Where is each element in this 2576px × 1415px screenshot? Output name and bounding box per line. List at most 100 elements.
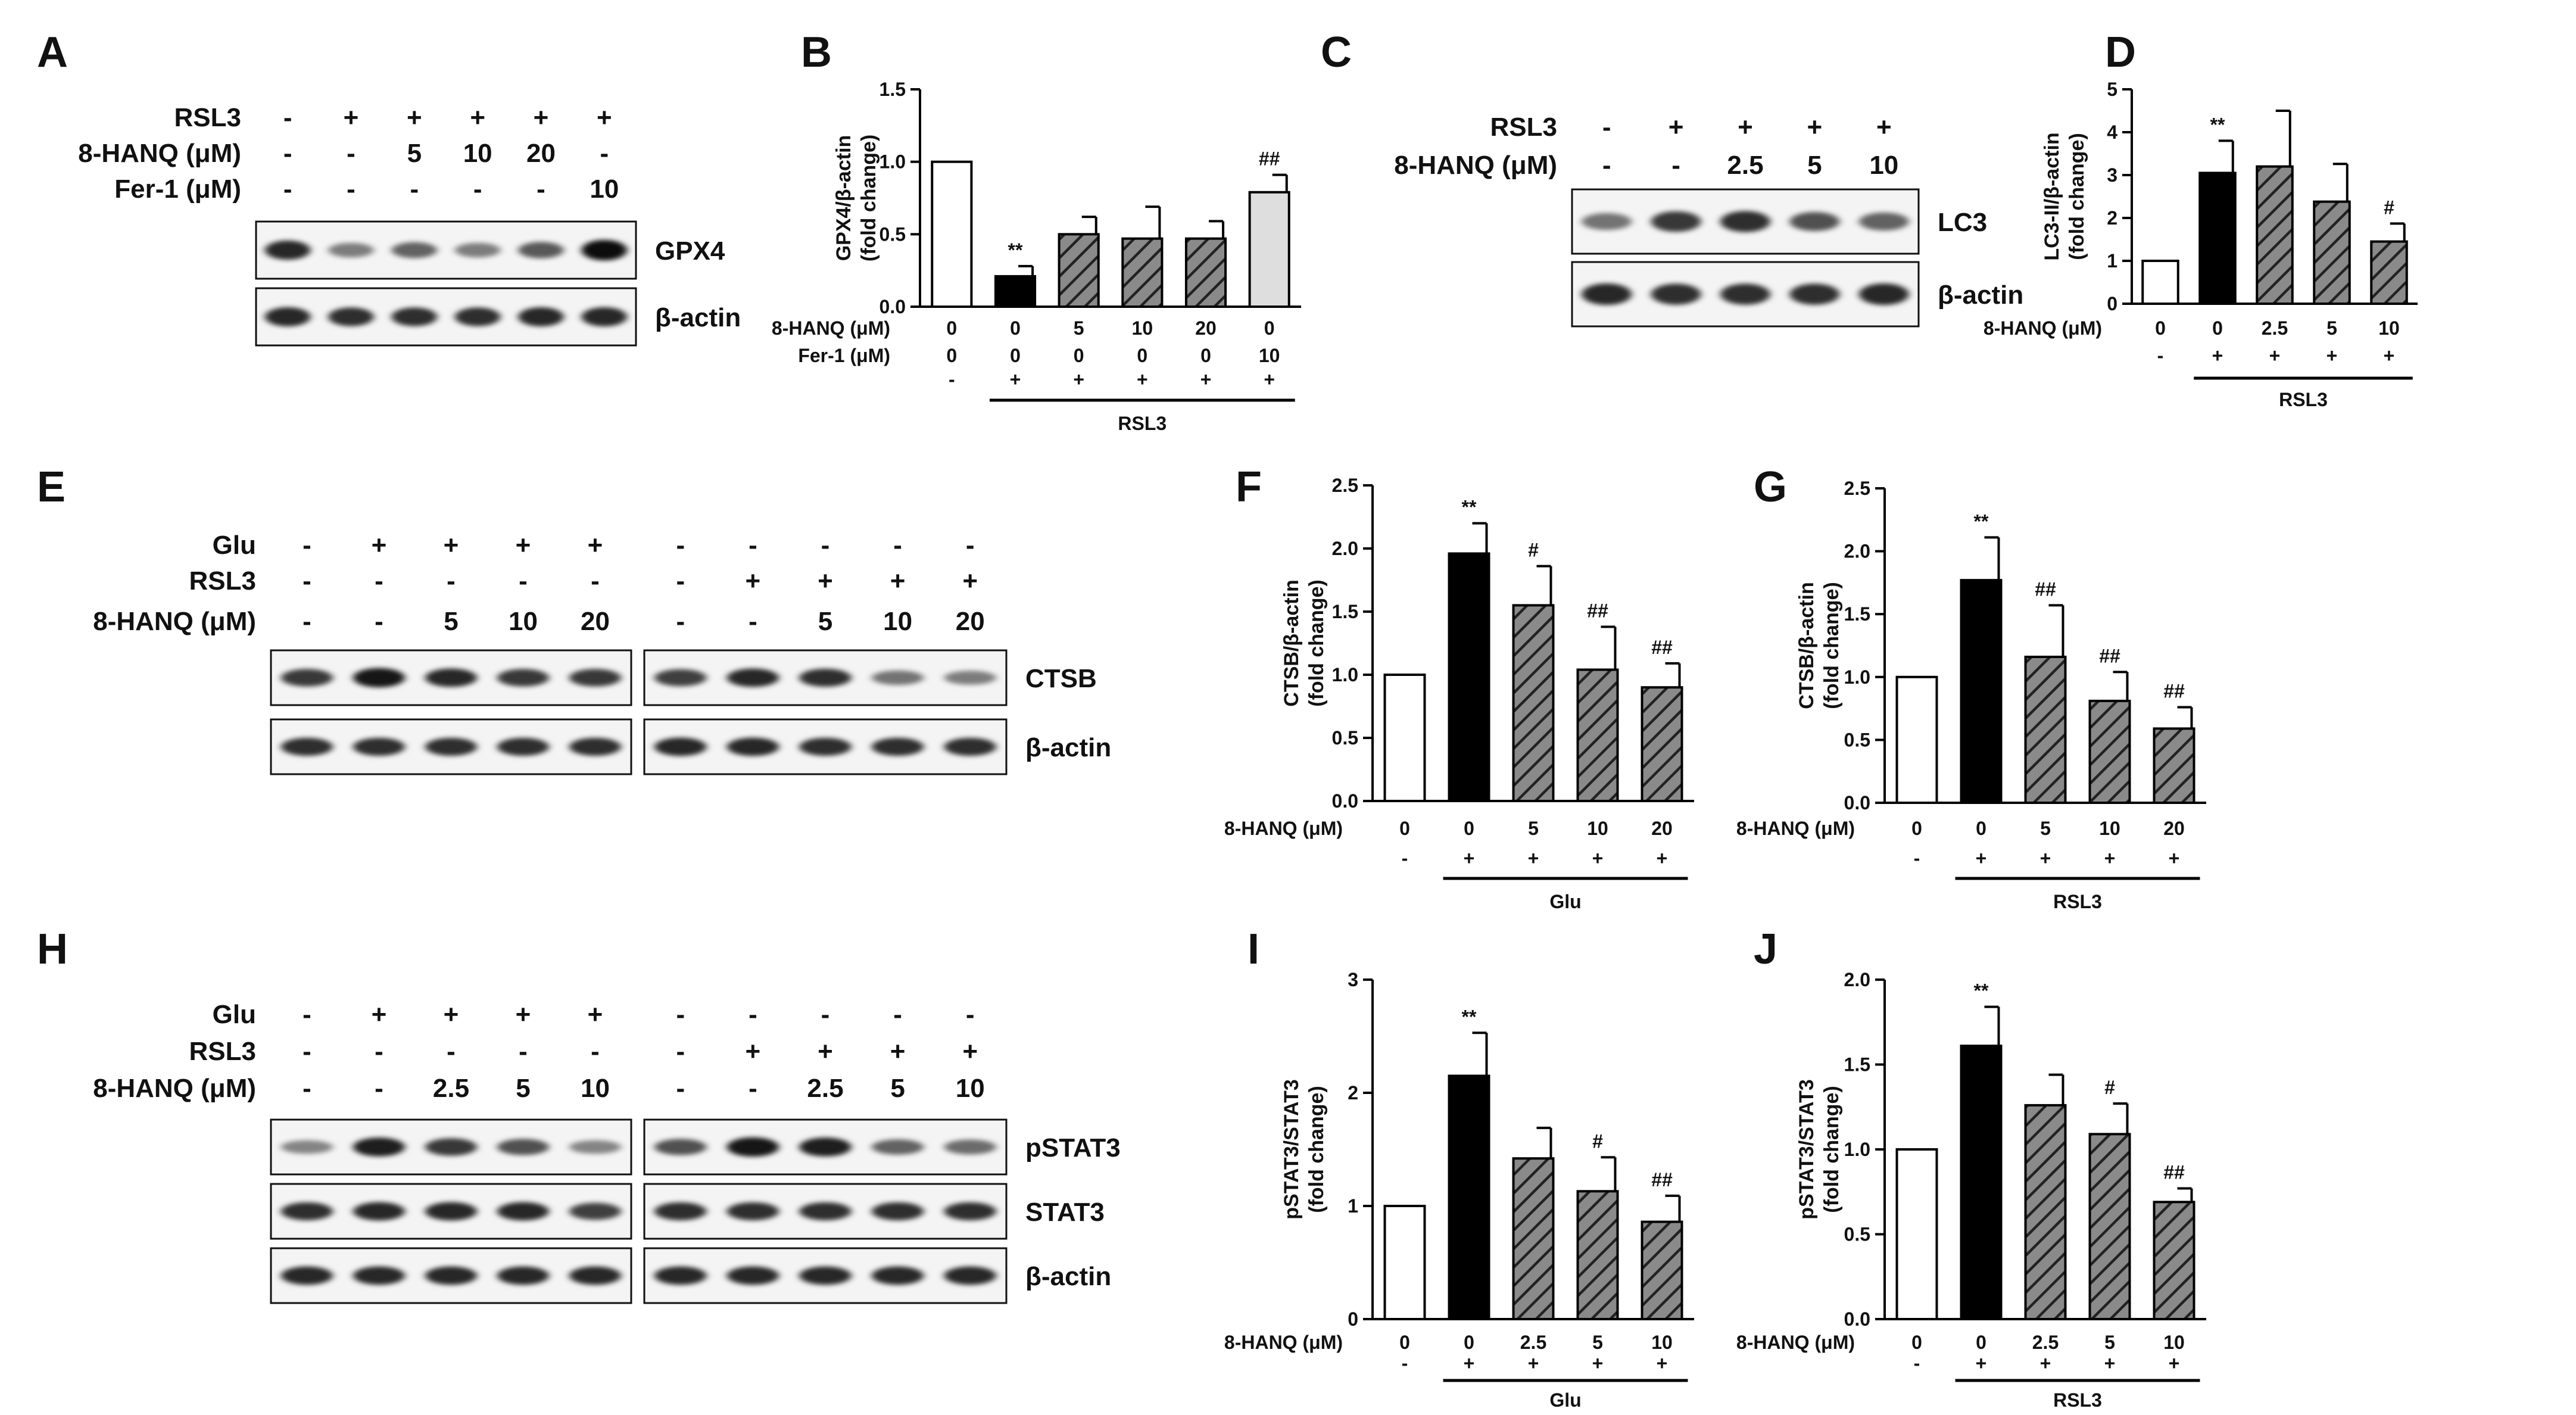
blot-band <box>264 240 311 260</box>
treatment-sign: + <box>1528 1352 1539 1374</box>
category-label: 20 <box>1195 317 1217 339</box>
y-tick-label: 2 <box>1348 1082 1358 1104</box>
blot-band <box>654 669 707 687</box>
condition-value: - <box>591 566 600 596</box>
condition-value: + <box>407 103 422 132</box>
panel-letter: G <box>1754 463 1787 511</box>
category-label: 0 <box>2212 317 2223 339</box>
bar <box>1448 552 1490 802</box>
bar <box>2024 1104 2067 1321</box>
treatment-sign: + <box>1464 847 1475 869</box>
condition-value: - <box>302 566 311 596</box>
category-label: 0 <box>1399 1332 1410 1353</box>
condition-value: - <box>519 566 528 596</box>
blot-frame <box>255 287 637 347</box>
category-row-label: Fer-1 (μM) <box>798 345 890 366</box>
y-tick-label: 1.5 <box>1332 601 1358 622</box>
category-label: 0 <box>1200 345 1211 366</box>
condition-value: - <box>676 566 685 596</box>
bar <box>1383 674 1426 802</box>
blot-band <box>569 1140 622 1154</box>
blot-panel-E: E Glu - + + + + RSL3 - - - - - 8-HANQ (μM) - - 5 10 20 - - - -… <box>37 463 1111 775</box>
condition-value: - <box>473 174 482 204</box>
blot-band <box>425 668 478 687</box>
blot-band <box>1582 213 1632 230</box>
bar <box>2088 1133 2131 1320</box>
blot-band <box>799 1137 852 1157</box>
blot-band <box>280 669 333 687</box>
condition-value: - <box>283 103 292 132</box>
treatment-sign: + <box>1592 847 1604 869</box>
treatment-sign: + <box>2384 345 2395 366</box>
y-axis-title: GPX4/β-actin (fold change) <box>832 135 880 261</box>
bar <box>931 160 973 308</box>
blot-band <box>726 737 779 756</box>
significance-label: ## <box>1651 1169 1673 1190</box>
condition-label: Glu <box>213 531 256 560</box>
blot-label: β-actin <box>1938 280 2023 310</box>
treatment-sign: + <box>1464 1352 1475 1374</box>
treatment-sign: - <box>949 369 955 390</box>
treatment-sign: + <box>1073 369 1084 390</box>
blot-band <box>944 1139 996 1155</box>
category-label: 10 <box>2099 818 2120 839</box>
category-label: 0 <box>1264 317 1275 339</box>
condition-value: + <box>746 1037 761 1066</box>
category-row-label: 8-HANQ (μM) <box>1224 1332 1343 1353</box>
y-axis-label-line: GPX4/β-actin <box>832 135 855 261</box>
condition-label: RSL3 <box>189 1037 256 1066</box>
blot-band <box>328 307 374 326</box>
y-tick-label: 3 <box>1348 969 1358 990</box>
condition-value: + <box>1669 113 1684 142</box>
significance-label: # <box>1528 540 1539 561</box>
blot-band <box>454 242 501 258</box>
condition-value: + <box>344 103 359 132</box>
bar <box>1960 579 2003 805</box>
category-label: 2.5 <box>1520 1332 1546 1353</box>
panel-letter: F <box>1236 463 1262 511</box>
blot-band <box>280 1266 333 1285</box>
bar-group <box>1895 675 1938 805</box>
blot-band <box>1858 212 1909 231</box>
blot-band <box>944 1202 996 1221</box>
condition-value: - <box>676 531 685 560</box>
chart-panel-F: F 0.0 0.5 1.0 1.5 2.0 2.5 CTSB/β-actin (fold cha… <box>1224 463 1694 912</box>
condition-value: - <box>749 1074 757 1103</box>
treatment-sign: + <box>2269 345 2281 366</box>
blot-label: β-actin <box>1025 733 1111 762</box>
blot-band <box>944 1266 996 1285</box>
blot-band <box>654 1139 707 1155</box>
blot-band <box>353 1202 406 1221</box>
blot-strip <box>270 1118 632 1176</box>
condition-value: - <box>821 1000 830 1029</box>
treatment-sign: + <box>1010 369 1021 390</box>
category-label: 0 <box>1464 818 1474 839</box>
category-label: 5 <box>2040 818 2051 839</box>
y-tick-label: 3 <box>2107 164 2117 186</box>
y-axis-label-line: (fold change) <box>1305 579 1328 706</box>
blot-strip: β-actin <box>255 287 741 347</box>
y-axis-label: LC3-II/β-actin (fold change) <box>2041 132 2088 260</box>
blot-band <box>569 1266 622 1285</box>
bar-group <box>2024 1073 2067 1321</box>
chart-panel-G: G 0.0 0.5 1.0 1.5 2.0 2.5 CTSB/β-actin (fold cha… <box>1736 463 2206 912</box>
bar-group: ** <box>1960 980 2003 1321</box>
condition-value: - <box>302 607 311 636</box>
blot-band <box>497 669 550 687</box>
category-label: 10 <box>1651 1332 1673 1353</box>
treatment-sign: - <box>2157 345 2164 366</box>
treatment-sign: + <box>1976 1352 1987 1374</box>
condition-value: - <box>375 607 383 636</box>
category-label: 20 <box>1651 818 1673 839</box>
treatment-sign: + <box>1200 369 1212 390</box>
blot-band <box>726 1266 779 1285</box>
blot-band <box>353 1266 406 1285</box>
blot-band <box>425 737 478 756</box>
y-tick-label: 1.5 <box>1844 603 1870 625</box>
treatment-sign: - <box>1402 1352 1408 1374</box>
treatment-sign: + <box>1528 847 1539 869</box>
bar <box>1641 1220 1683 1321</box>
significance-label: ## <box>2099 645 2120 666</box>
bar <box>1448 1074 1490 1320</box>
condition-value: - <box>537 174 545 204</box>
